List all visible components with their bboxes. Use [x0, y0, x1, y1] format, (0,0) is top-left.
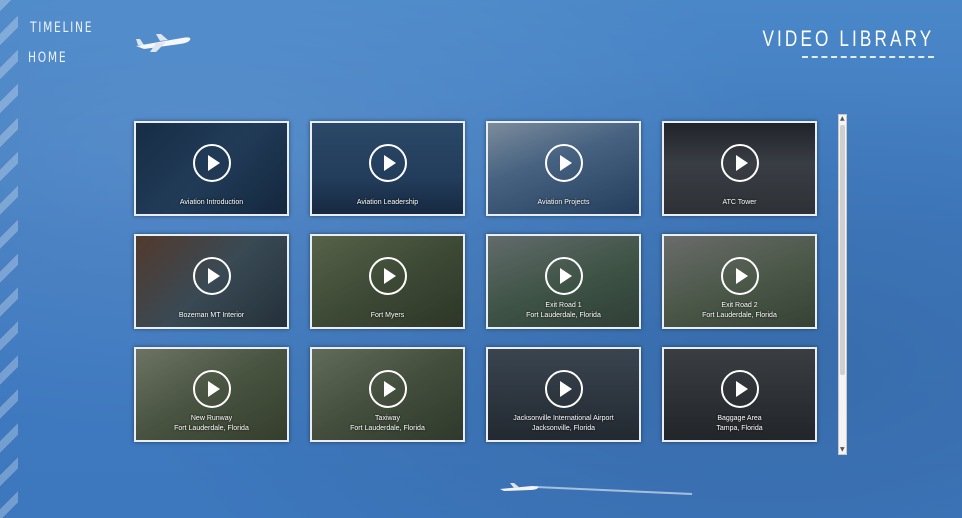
play-icon[interactable] — [368, 370, 407, 408]
video-tile[interactable]: New Runway Fort Lauderdale, Florida — [134, 347, 289, 442]
play-icon[interactable] — [720, 144, 759, 182]
video-location: Fort Lauderdale, Florida — [702, 312, 777, 319]
video-tile[interactable]: Baggage Area Tampa, Florida — [662, 347, 817, 442]
decorative-stripes — [0, 0, 18, 518]
video-location: Tampa, Florida — [716, 425, 763, 432]
play-icon[interactable] — [544, 257, 583, 295]
video-caption: Fort Myers — [312, 311, 463, 321]
video-title: Baggage Area — [717, 415, 762, 422]
video-caption: Aviation Projects — [488, 198, 639, 208]
video-tile[interactable]: Aviation Projects — [486, 121, 641, 216]
scroll-thumb[interactable] — [840, 125, 845, 375]
video-title: ATC Tower — [722, 199, 757, 206]
video-title: Exit Road 1 — [545, 302, 582, 309]
video-tile[interactable]: Aviation Leadership — [310, 121, 465, 216]
scrollbar[interactable]: ▲ ▼ — [838, 114, 847, 455]
play-icon[interactable] — [368, 257, 407, 295]
title-underline — [802, 56, 934, 58]
nav-timeline-link[interactable]: TIMELINE — [30, 20, 94, 36]
video-caption: Bozeman MT Interior — [136, 311, 287, 321]
video-title: Taxiway — [375, 415, 400, 422]
video-location: Fort Lauderdale, Florida — [350, 425, 425, 432]
video-title: Bozeman MT Interior — [178, 312, 245, 319]
video-title: Fort Myers — [370, 312, 405, 319]
play-icon[interactable] — [544, 144, 583, 182]
page-title: VIDEO LIBRARY — [762, 26, 934, 51]
video-tile[interactable]: ATC Tower — [662, 121, 817, 216]
video-tile[interactable]: Jacksonville International Airport Jackso… — [486, 347, 641, 442]
video-tile[interactable]: Fort Myers — [310, 234, 465, 329]
play-icon[interactable] — [192, 370, 231, 408]
scroll-up-icon[interactable]: ▲ — [840, 115, 845, 122]
video-location: Fort Lauderdale, Florida — [174, 425, 249, 432]
airplane-icon — [136, 34, 191, 52]
video-title: Aviation Introduction — [179, 199, 244, 206]
video-caption: ATC Tower — [664, 198, 815, 208]
video-tile[interactable]: Aviation Introduction — [134, 121, 289, 216]
play-icon[interactable] — [192, 257, 231, 295]
video-caption: Exit Road 2 Fort Lauderdale, Florida — [664, 301, 815, 321]
video-title: Jacksonville International Airport — [513, 415, 614, 422]
video-location: Jacksonville, Florida — [531, 425, 596, 432]
scroll-down-icon[interactable]: ▼ — [840, 446, 845, 453]
video-tile[interactable]: Bozeman MT Interior — [134, 234, 289, 329]
play-icon[interactable] — [720, 370, 759, 408]
video-caption: Exit Road 1 Fort Lauderdale, Florida — [488, 301, 639, 321]
video-caption: Taxiway Fort Lauderdale, Florida — [312, 414, 463, 434]
play-icon[interactable] — [720, 257, 759, 295]
video-tile[interactable]: Exit Road 1 Fort Lauderdale, Florida — [486, 234, 641, 329]
video-grid: Aviation Introduction Aviation Leadership… — [134, 121, 824, 447]
video-title: Aviation Leadership — [356, 199, 419, 206]
nav-home-link[interactable]: HOME — [28, 50, 68, 66]
airplane-contrail-icon — [500, 483, 693, 495]
video-caption: Jacksonville International Airport Jackso… — [488, 414, 639, 434]
video-title: Exit Road 2 — [721, 302, 758, 309]
video-caption: New Runway Fort Lauderdale, Florida — [136, 414, 287, 434]
video-tile[interactable]: Exit Road 2 Fort Lauderdale, Florida — [662, 234, 817, 329]
video-title: New Runway — [190, 415, 233, 422]
play-icon[interactable] — [368, 144, 407, 182]
play-icon[interactable] — [544, 370, 583, 408]
play-icon[interactable] — [192, 144, 231, 182]
video-caption: Baggage Area Tampa, Florida — [664, 414, 815, 434]
video-tile[interactable]: Taxiway Fort Lauderdale, Florida — [310, 347, 465, 442]
video-location: Fort Lauderdale, Florida — [526, 312, 601, 319]
video-caption: Aviation Leadership — [312, 198, 463, 208]
video-title: Aviation Projects — [537, 199, 590, 206]
video-caption: Aviation Introduction — [136, 198, 287, 208]
